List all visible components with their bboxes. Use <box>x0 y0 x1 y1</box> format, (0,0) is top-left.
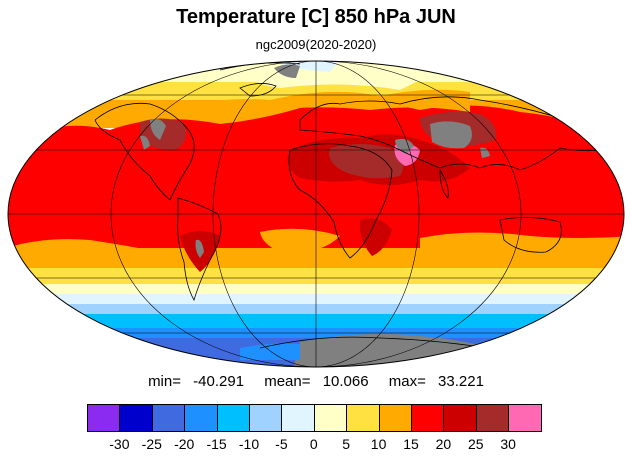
colorbar-swatch <box>185 405 218 431</box>
statistics-line: min= -40.291 mean= 10.066 max= 33.221 <box>0 373 632 390</box>
colorbar-tick-label: 15 <box>403 436 419 452</box>
colorbar-tick-label: -10 <box>238 436 260 452</box>
colorbar-tick-label: -20 <box>174 436 195 452</box>
colorbar-swatch <box>476 405 510 431</box>
colorbar-swatch <box>120 405 153 431</box>
colorbar-swatch <box>444 405 477 431</box>
colorbar-tick-label: -25 <box>141 436 162 452</box>
colorbar-tick-label: 10 <box>370 436 387 452</box>
colorbar-tick-label: 0 <box>309 436 318 452</box>
mean-stat: mean= 10.066 <box>264 373 369 390</box>
colorbar-swatch <box>509 405 542 431</box>
colorbar-ticks: -30 -25 -20 -15 -10 -5 0 5 10 15 20 25 30 <box>0 436 632 456</box>
colorbar-swatch <box>347 405 380 431</box>
map-subtitle: ngc2009(2020-2020) <box>255 37 377 52</box>
colorbar <box>87 404 543 432</box>
colorbar-tick-label: -30 <box>109 436 130 452</box>
colorbar-swatch <box>217 405 250 431</box>
colorbar-swatch <box>152 405 186 431</box>
colorbar-tick-label: 20 <box>435 436 452 452</box>
max-stat: max= 33.221 <box>388 373 484 390</box>
map-title: Temperature [C] 850 hPa JUN <box>176 6 456 28</box>
globe-outline <box>7 60 625 368</box>
graticule <box>8 61 624 367</box>
colorbar-swatch <box>314 405 348 431</box>
colorbar-swatch <box>88 405 121 431</box>
colorbar-tick-label: 5 <box>342 436 351 452</box>
colorbar-tick-label: -15 <box>206 436 227 452</box>
colorbar-tick-label: 25 <box>468 436 484 452</box>
colorbar-swatch <box>411 405 445 431</box>
colorbar-swatch <box>282 405 315 431</box>
colorbar-tick-label: -5 <box>275 436 288 452</box>
temperature-map <box>7 60 625 368</box>
colorbar-tick-label: 30 <box>500 436 516 452</box>
colorbar-swatch <box>249 405 283 431</box>
colorbar-swatch <box>379 405 412 431</box>
min-stat: min= -40.291 <box>148 373 245 390</box>
